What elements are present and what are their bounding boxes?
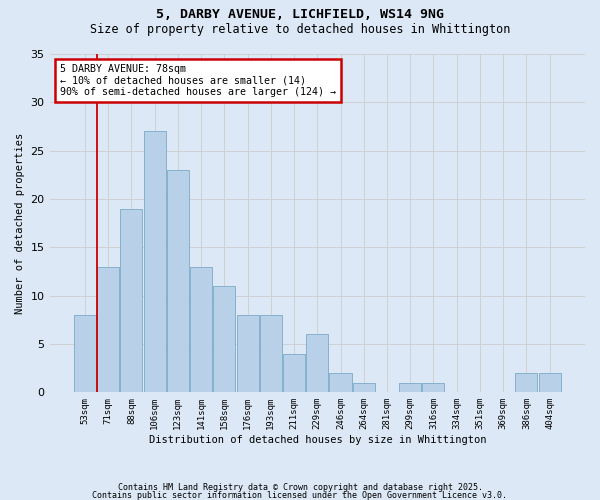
Bar: [399, 382, 421, 392]
Bar: [190, 266, 212, 392]
Bar: [539, 373, 560, 392]
X-axis label: Distribution of detached houses by size in Whittington: Distribution of detached houses by size …: [149, 435, 486, 445]
Text: Contains public sector information licensed under the Open Government Licence v3: Contains public sector information licen…: [92, 490, 508, 500]
Bar: [422, 382, 445, 392]
Text: Size of property relative to detached houses in Whittington: Size of property relative to detached ho…: [90, 22, 510, 36]
Bar: [167, 170, 189, 392]
Bar: [121, 208, 142, 392]
Bar: [283, 354, 305, 393]
Text: Contains HM Land Registry data © Crown copyright and database right 2025.: Contains HM Land Registry data © Crown c…: [118, 484, 482, 492]
Text: 5, DARBY AVENUE, LICHFIELD, WS14 9NG: 5, DARBY AVENUE, LICHFIELD, WS14 9NG: [156, 8, 444, 20]
Bar: [329, 373, 352, 392]
Bar: [74, 315, 96, 392]
Bar: [306, 334, 328, 392]
Y-axis label: Number of detached properties: Number of detached properties: [15, 132, 25, 314]
Bar: [97, 266, 119, 392]
Bar: [213, 286, 235, 393]
Text: 5 DARBY AVENUE: 78sqm
← 10% of detached houses are smaller (14)
90% of semi-deta: 5 DARBY AVENUE: 78sqm ← 10% of detached …: [60, 64, 336, 98]
Bar: [236, 315, 259, 392]
Bar: [143, 132, 166, 392]
Bar: [515, 373, 538, 392]
Bar: [353, 382, 375, 392]
Bar: [260, 315, 282, 392]
